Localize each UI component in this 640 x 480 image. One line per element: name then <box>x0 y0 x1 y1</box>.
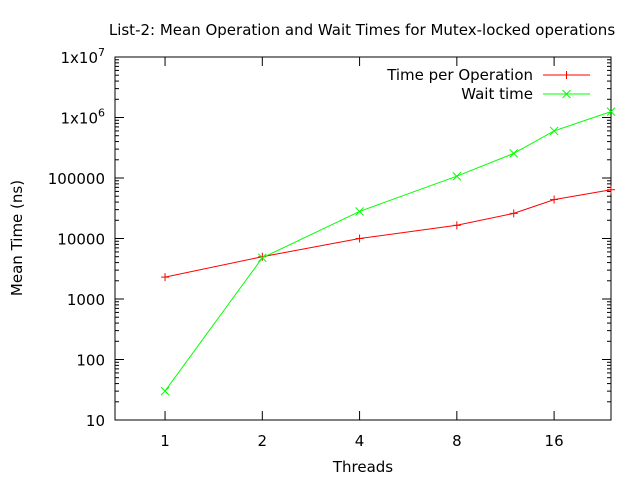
data-point-wait-time <box>452 171 462 181</box>
x-tick-label: 16 <box>545 432 564 450</box>
x-tick-label: 8 <box>452 432 462 450</box>
marker-stroke <box>549 126 559 136</box>
chart-title: List-2: Mean Operation and Wait Times fo… <box>109 21 615 39</box>
y-tick-label: 10 <box>86 412 105 430</box>
legend-label-wait-time: Wait time <box>461 85 533 103</box>
data-point-wait-time <box>549 126 559 136</box>
legend-marker-time-per-operation <box>562 71 571 79</box>
data-point-time-per-operation <box>607 185 615 194</box>
data-point-time-per-operation <box>509 209 518 218</box>
data-point-wait-time <box>257 253 267 263</box>
y-tick-label: 1x106 <box>60 107 105 128</box>
data-point-wait-time <box>160 386 170 396</box>
data-point-time-per-operation <box>550 195 559 204</box>
y-axis-ticks: 10 100 1000 10000 100000 1x106 1x107 <box>48 46 611 430</box>
series-layer <box>160 107 616 396</box>
x-tick-label: 1 <box>160 432 170 450</box>
data-point-wait-time <box>606 107 616 116</box>
marker-stroke <box>509 149 519 158</box>
y-tick-label: 100 <box>76 352 105 370</box>
y-tick-label: 1000 <box>67 291 105 309</box>
data-point-wait-time <box>509 149 519 158</box>
legend-label-time-per-operation: Time per Operation <box>386 66 533 84</box>
x-axis-ticks: 1 2 4 8 16 <box>160 57 564 450</box>
x-tick-label: 4 <box>355 432 365 450</box>
marker-stroke <box>257 253 267 263</box>
data-point-wait-time <box>355 207 364 216</box>
legend-marker-wait-time <box>562 89 571 99</box>
marker-stroke <box>452 171 462 181</box>
y-tick-label: 1x107 <box>60 46 105 67</box>
x-tick-label: 2 <box>258 432 268 450</box>
y-tick-label: 10000 <box>57 231 105 249</box>
x-axis-label: Threads <box>332 458 393 476</box>
y-axis-label: Mean Time (ns) <box>8 180 26 296</box>
marker-stroke <box>606 107 616 116</box>
data-point-time-per-operation <box>452 221 461 230</box>
series-line-time-per-operation <box>164 189 612 278</box>
data-point-time-per-operation <box>355 234 364 243</box>
marker-stroke <box>160 386 170 396</box>
marker-stroke <box>355 207 364 216</box>
marker-stroke <box>562 89 571 99</box>
y-tick-label: 100000 <box>48 170 105 188</box>
series-line-wait-time <box>164 111 612 392</box>
data-point-time-per-operation <box>161 273 170 282</box>
